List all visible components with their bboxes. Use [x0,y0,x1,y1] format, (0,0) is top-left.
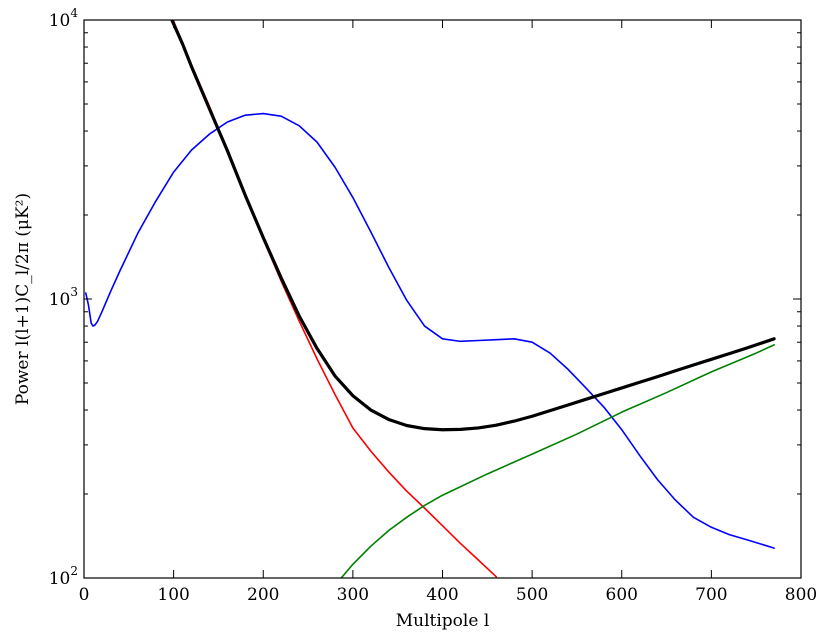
x-tick-label: 400 [426,585,458,605]
y-tick-label: 102 [49,564,78,589]
series-line-1 [84,112,775,549]
plot-frame [83,19,802,579]
x-tick-label: 0 [79,585,90,605]
x-tick-label: 100 [157,585,189,605]
x-tick-label: 600 [606,585,638,605]
x-tick-label: 200 [247,585,279,605]
series-line-4 [170,20,776,432]
series-line-3 [340,344,775,578]
y-tick-label: 103 [49,285,78,310]
x-tick-label: 300 [337,585,369,605]
y-tick-label: 104 [49,6,79,31]
x-axis-label: Multipole l [396,611,490,631]
plot-series-layer [84,20,776,578]
x-tick-label: 800 [785,585,817,605]
x-tick-label: 700 [695,585,727,605]
x-tick-label: 500 [516,585,548,605]
axis-ticks: 0 100 200 300 400 500 600 700 800 102 103 104 [49,6,818,605]
y-axis-label: Power l(l+1)C_l/2π (μK²) [13,193,33,405]
